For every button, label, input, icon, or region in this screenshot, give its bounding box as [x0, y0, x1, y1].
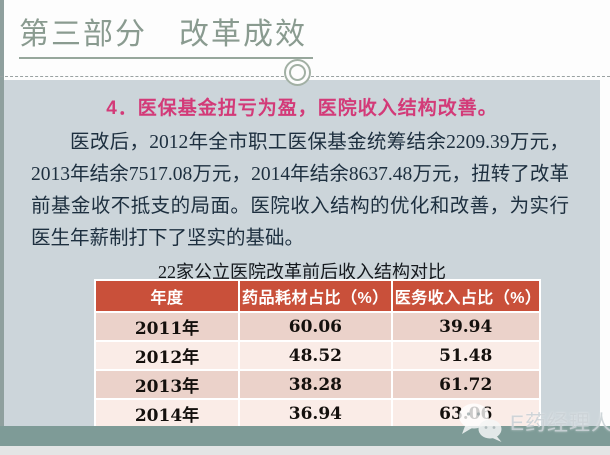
table-row: 2012年 48.52 51.48 [96, 342, 539, 369]
teal-footer-strip [0, 426, 610, 446]
column-header-medical-ratio: 医务收入占比（%） [392, 281, 541, 311]
column-header-year: 年度 [96, 281, 238, 311]
section-title: 第三部分 改革成效 [19, 17, 313, 59]
table-cell-year: 2011年 [96, 313, 238, 340]
table-cell-drug-ratio: 36.94 [240, 400, 391, 427]
left-edge-strip [0, 0, 4, 426]
table-cell-medical-ratio: 51.48 [392, 342, 539, 369]
circle-ornament [284, 59, 311, 86]
table-cell-drug-ratio: 38.28 [240, 371, 391, 398]
table-cell-medical-ratio: 61.72 [392, 371, 539, 398]
content-panel: 4．医保基金扭亏为盈，医院收入结构改善。 医改后，2012年全市职工医保基金统筹… [4, 80, 600, 429]
table-cell-medical-ratio: 39.94 [392, 313, 539, 340]
watermark-text: E药经理人 [510, 412, 610, 435]
table-row: 2011年 60.06 39.94 [96, 313, 539, 340]
table-cell-year: 2012年 [96, 342, 238, 369]
wechat-bubbles-icon [459, 403, 502, 442]
table-title: 22家公立医院改革前后收入结构对比 [158, 262, 446, 282]
table-header-row: 年度 药品耗材占比（%） 医务收入占比（%） [96, 281, 541, 311]
table-cell-drug-ratio: 60.06 [240, 313, 391, 340]
body-paragraph: 医改后，2012年全市职工医保基金统筹结余2209.39万元，2013年结余75… [31, 132, 569, 249]
circle-ornament-inner-ring [289, 64, 306, 81]
table-cell-year: 2013年 [96, 371, 238, 398]
table-cell-year: 2014年 [96, 400, 238, 427]
table-cell-drug-ratio: 48.52 [240, 342, 391, 369]
column-header-drug-ratio: 药品耗材占比（%） [240, 281, 391, 311]
bottom-edge-strip [0, 446, 610, 455]
table-row: 2013年 38.28 61.72 [96, 371, 539, 398]
slide-heading: 4．医保基金扭亏为盈，医院收入结构改善。 [106, 98, 498, 119]
watermark: E药经理人 [456, 401, 610, 443]
